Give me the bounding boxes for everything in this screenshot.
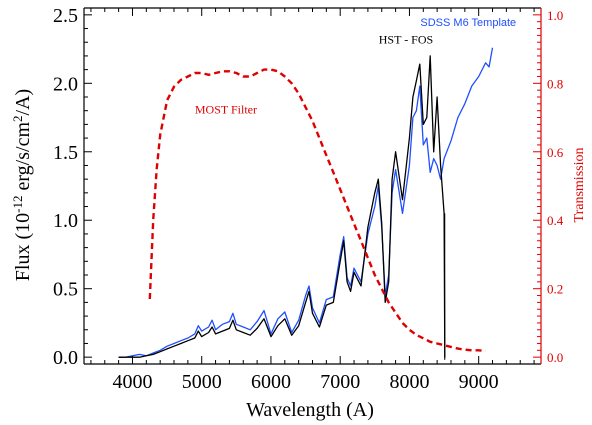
series-line-sdss-m6-template (118, 47, 494, 358)
x-axis-label: Wavelength (A) (246, 399, 374, 421)
y-tick-label-left: 1.5 (53, 142, 78, 164)
y-label-superscript: -12 (10, 196, 25, 213)
right-axis-label: Transmission (572, 148, 587, 223)
x-tick-label: 9000 (459, 371, 499, 393)
y-tick-label-left: 2.5 (53, 5, 78, 27)
y-label-text: /A) (12, 89, 34, 116)
y-tick-label-right: 1.0 (547, 8, 563, 23)
annotations-layer: MOST Filter HST - FOS SDSS M6 Template (195, 17, 516, 117)
y-tick-label-left: 0.0 (53, 347, 78, 369)
y-tick-label-left: 1.0 (53, 210, 78, 232)
y-tick-label-right: 0.4 (547, 213, 564, 228)
left-axis-label: Flux (10-12 erg/s/cm2/A) (10, 89, 35, 281)
series-layer (118, 47, 494, 360)
annotation-sdss-m6-template: SDSS M6 Template (420, 17, 516, 29)
y-tick-label-right: 0.8 (547, 76, 563, 91)
annotation-most-filter: MOST Filter (195, 102, 257, 116)
x-tick-label: 8000 (389, 371, 429, 393)
y-label-text: erg/s/cm (12, 122, 34, 196)
series-line-most-filter (148, 68, 486, 353)
series-line-hst-fos (118, 55, 446, 358)
y-tick-label-right: 0.2 (547, 282, 563, 297)
y-tick-label-right: 0.6 (547, 145, 564, 160)
y-label-text: Flux (10 (12, 213, 34, 281)
x-tick-label: 4000 (112, 371, 152, 393)
ticks-layer (84, 8, 541, 364)
annotation-hst-fos: HST - FOS (379, 33, 433, 47)
y-tick-label-left: 0.5 (53, 279, 78, 301)
labels-layer: 4000 5000 6000 7000 8000 9000 0.0 0.5 1.0 1.5 2.0 2… (53, 5, 564, 393)
x-tick-label: 7000 (320, 371, 360, 393)
y-tick-label-left: 2.0 (53, 73, 78, 95)
y-label-superscript: 2 (10, 115, 25, 122)
x-tick-label: 5000 (182, 371, 222, 393)
x-tick-label: 6000 (251, 371, 291, 393)
y-tick-label-right: 0.0 (547, 350, 563, 365)
